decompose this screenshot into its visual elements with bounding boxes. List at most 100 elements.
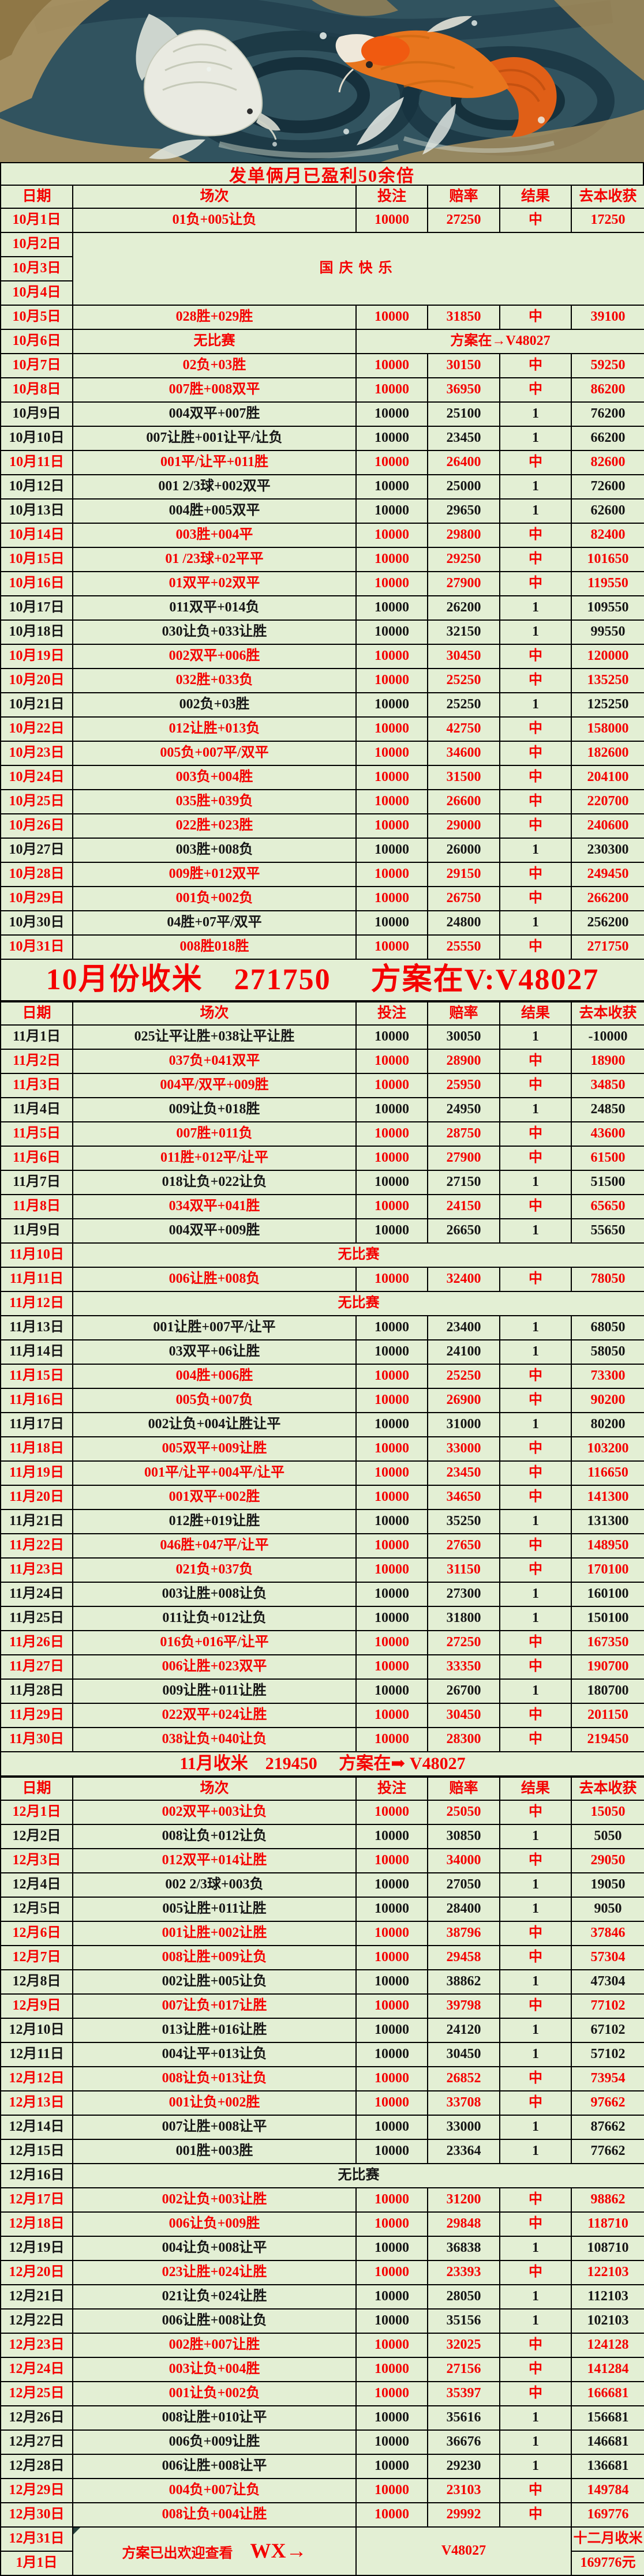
date-cell: 10月9日 [0, 401, 73, 427]
plan-cell: 003让负+004胜 [72, 2357, 357, 2382]
cumulative-profit-cell: 119550 [571, 571, 644, 596]
table-row: 12月19日 004让负+008让平 10000 36838 1 108710 [0, 2236, 644, 2261]
table-row: 11月22日 046胜+047平/让平 10000 27650 中 148950 [0, 1533, 644, 1559]
date-cell: 10月11日 [0, 450, 73, 475]
plan-cell: 032胜+033负 [72, 668, 357, 693]
odds-cell: 36676 [427, 2429, 500, 2455]
result-cell: 中 [499, 1800, 572, 1825]
table-row: 10月26日 022胜+023胜 10000 29000 中 240600 [0, 813, 644, 839]
date-cell: 10月12日 [0, 474, 73, 500]
cumulative-profit-cell: 166681 [571, 2381, 644, 2406]
table-row-holiday: 10月4日 [0, 280, 644, 306]
table-row: 11月4日 009让负+018胜 10000 24950 1 24850 [0, 1097, 644, 1122]
koi-photo [0, 0, 644, 162]
odds-cell: 25050 [427, 1800, 500, 1825]
date-cell: 12月31日 [0, 2526, 73, 2552]
date-cell: 10月28日 [0, 862, 73, 887]
cell-note-marker [74, 2528, 80, 2534]
cumulative-profit-cell: 98862 [571, 2187, 644, 2213]
plan-cell: 001让胜+007平/让平 [72, 1315, 357, 1340]
result-cell: 1 [499, 838, 572, 863]
table-row-no-match: 12月16日 无比赛 [0, 2163, 644, 2188]
cumulative-profit-cell: 271750 [571, 934, 644, 960]
bet-amount-cell: 10000 [355, 498, 428, 524]
cumulative-profit-cell: 249450 [571, 862, 644, 887]
plan-cell: 002让胜+005让负 [72, 1969, 357, 1995]
cumulative-profit-cell: 66200 [571, 426, 644, 451]
result-cell: 1 [499, 692, 572, 718]
cumulative-profit-cell: 108710 [571, 2236, 644, 2261]
result-cell: 1 [499, 2115, 572, 2140]
odds-cell: 30150 [427, 353, 500, 378]
cumulative-profit-cell: 201150 [571, 1703, 644, 1728]
odds-cell: 23364 [427, 2139, 500, 2164]
result-cell: 中 [499, 1460, 572, 1486]
bet-amount-cell: 10000 [355, 1194, 428, 1219]
result-cell: 中 [499, 547, 572, 572]
bet-amount-cell: 10000 [355, 692, 428, 718]
table-row: 11月13日 001让胜+007平/让平 10000 23400 1 68050 [0, 1315, 644, 1340]
table-row: 10月16日 01双平+02双平 10000 27900 中 119550 [0, 571, 644, 596]
bet-amount-cell: 10000 [355, 1024, 428, 1050]
bet-amount-cell: 10000 [355, 401, 428, 427]
bet-amount-cell: 10000 [355, 1364, 428, 1389]
result-cell: 1 [499, 1824, 572, 1849]
cumulative-profit-cell: 102103 [571, 2308, 644, 2334]
odds-cell: 24950 [427, 1097, 500, 1122]
odds-cell: 24800 [427, 910, 500, 936]
cumulative-profit-cell: 18900 [571, 1049, 644, 1074]
footer-message-text: 方案已出欢迎查看 [122, 2546, 250, 2562]
cumulative-profit-cell: 101650 [571, 547, 644, 572]
bet-amount-cell: 10000 [355, 1630, 428, 1655]
date-cell: 11月1日 [0, 1024, 73, 1050]
profit-banner-text: 发单俩月已盈利50余倍 [229, 166, 415, 186]
bet-amount-cell: 10000 [355, 571, 428, 596]
bet-amount-cell: 10000 [355, 1533, 428, 1559]
odds-cell: 25550 [427, 934, 500, 960]
result-cell: 中 [499, 1049, 572, 1074]
bet-amount-cell: 10000 [355, 2478, 428, 2503]
plan-cell: 046胜+047平/让平 [72, 1533, 357, 1559]
bet-amount-cell: 10000 [355, 1606, 428, 1631]
cumulative-profit-cell: 57304 [571, 1945, 644, 1970]
column-header-4: 结果 [499, 1777, 572, 1801]
cumulative-profit-cell: 43600 [571, 1121, 644, 1147]
date-cell: 12月22日 [0, 2308, 73, 2334]
odds-cell: 26900 [427, 1388, 500, 1413]
odds-cell: 31200 [427, 2187, 500, 2213]
result-cell: 1 [499, 1872, 572, 1898]
odds-cell: 34000 [427, 1848, 500, 1873]
date-cell: 10月23日 [0, 741, 73, 766]
date-cell: 12月2日 [0, 1824, 73, 1849]
table-row: 10月30日 04胜+07平/双平 10000 24800 1 256200 [0, 910, 644, 936]
table-row: 11月26日 016负+016平/让平 10000 27250 中 167350 [0, 1630, 644, 1655]
bet-amount-cell: 10000 [355, 523, 428, 548]
cumulative-profit-cell: 39100 [571, 305, 644, 330]
odds-cell: 29150 [427, 862, 500, 887]
bet-amount-cell: 10000 [355, 1146, 428, 1171]
bet-amount-cell: 10000 [355, 886, 428, 911]
profit-banner: 发单俩月已盈利50余倍 [0, 162, 644, 186]
date-cell: 11月9日 [0, 1218, 73, 1244]
column-header-2: 投注 [355, 1001, 428, 1026]
result-cell: 中 [499, 2381, 572, 2406]
result-cell: 中 [499, 1146, 572, 1171]
result-cell: 1 [499, 2454, 572, 2479]
odds-cell: 32150 [427, 619, 500, 645]
result-cell: 中 [499, 2357, 572, 2382]
cumulative-profit-cell: 160100 [571, 1582, 644, 1607]
cumulative-profit-cell: 67102 [571, 2018, 644, 2043]
table-row: 11月7日 018让负+022让负 10000 27150 1 51500 [0, 1170, 644, 1195]
plan-cell: 003胜+004平 [72, 523, 357, 548]
result-cell: 1 [499, 2139, 572, 2164]
result-cell: 中 [499, 571, 572, 596]
plan-cell: 004胜+006胜 [72, 1364, 357, 1389]
cumulative-profit-cell: 120000 [571, 644, 644, 669]
odds-cell: 29848 [427, 2211, 500, 2237]
bet-amount-cell: 10000 [355, 377, 428, 403]
table-row: 12月1日 002双平+003让负 10000 25050 中 15050 [0, 1800, 644, 1825]
table-row: 11月1日 025让平让胜+038让平让胜 10000 30050 1 -10000 [0, 1024, 644, 1050]
result-cell: 中 [499, 2187, 572, 2213]
bet-amount-cell: 10000 [355, 1388, 428, 1413]
plan-cell: 011让负+012让负 [72, 1606, 357, 1631]
